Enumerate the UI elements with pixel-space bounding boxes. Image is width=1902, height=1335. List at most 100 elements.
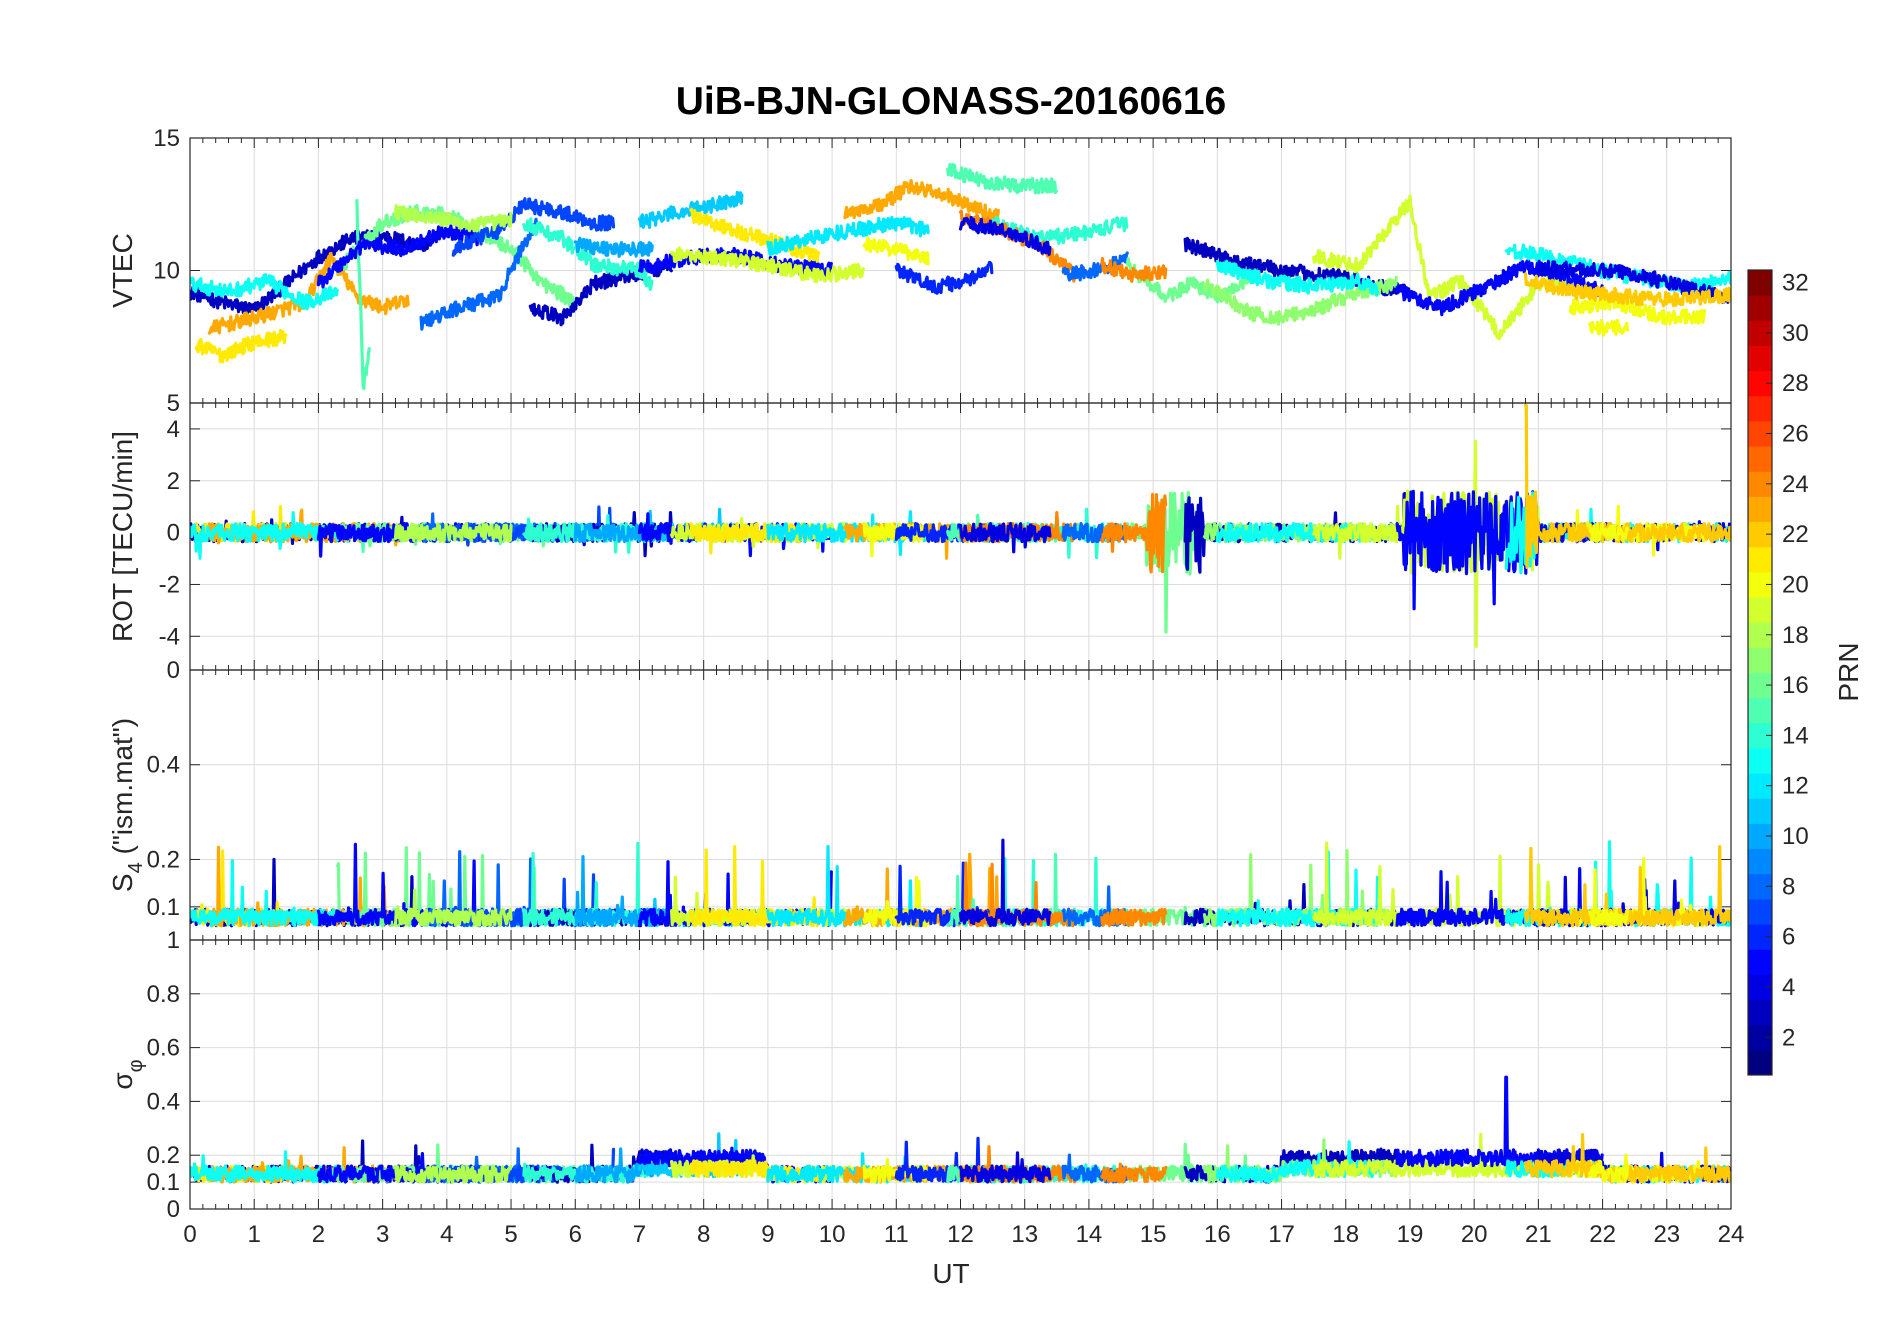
series-line-prn-15 [946,162,1058,195]
x-tick-label: 15 [1140,1221,1167,1248]
x-tick-label: 3 [376,1221,389,1248]
series-line-prn-12 [766,216,930,256]
series-line-prn-5 [1395,259,1604,317]
colorbar-segment [1748,597,1772,623]
colorbar-segment [1748,1049,1772,1076]
colorbar-tick-label: 2 [1782,1024,1795,1051]
series-group [190,162,1731,391]
y-tick-label: -2 [159,571,180,598]
y-tick-label: 4 [167,416,180,443]
colorbar-tick-label: 8 [1782,873,1795,900]
y-tick-label: 0 [167,520,180,547]
y-tick-label: 0.6 [147,1035,180,1062]
x-tick-label: 14 [1076,1221,1103,1248]
series-line-prn-21 [194,328,288,364]
colorbar-tick-label: 26 [1782,421,1809,448]
colorbar-segment [1748,949,1772,975]
x-tick-label: 11 [884,1221,909,1248]
series-line-prn-20 [862,875,930,928]
colorbar-tick-label: 20 [1782,571,1809,598]
y-axis-label-sub: 4 [125,862,147,873]
series-line-prn-24 [1100,492,1168,574]
x-tick-label: 19 [1397,1221,1424,1248]
x-tick-label: 24 [1718,1221,1745,1248]
colorbar-segment [1748,496,1772,523]
x-tick-label: 8 [697,1221,710,1248]
y-axis-label-rot: ROT [TECU/min] [107,431,138,642]
colorbar-segment [1748,345,1772,372]
series-line-prn-4 [958,1151,1052,1184]
colorbar-segment [1748,747,1772,774]
series-line-prn-14 [522,217,654,291]
panel-vtec: 5 10 15 VTEC [107,125,1732,417]
series-group [190,1075,1731,1184]
x-tick-label: 4 [440,1221,453,1248]
x-tick-label: 5 [504,1221,517,1248]
series-line-prn-19 [1312,194,1572,341]
colorbar-tick-label: 14 [1782,722,1809,749]
series-line-prn-13 [190,511,339,560]
y-tick-label: 0.8 [147,981,180,1008]
x-tick-label: 7 [633,1221,646,1248]
colorbar-segment [1748,697,1772,724]
colorbar-tick-label: 30 [1782,320,1809,347]
series-line-prn-20 [1588,318,1630,337]
y-tick-label: 10 [153,258,180,285]
series-line-prn-13 [190,859,339,928]
colorbar-segment [1748,295,1772,321]
x-tick-label: 16 [1204,1221,1231,1248]
series-line-prn-24 [1100,907,1168,928]
series-line-prn-13 [1215,259,1380,297]
x-tick-label: 18 [1332,1221,1359,1248]
series-line-prn-24 [1100,257,1168,283]
x-tick-label: 23 [1653,1221,1680,1248]
series-line-prn-21 [689,207,821,263]
colorbar-tick-label: 12 [1782,773,1809,800]
x-tick-label: 10 [819,1221,846,1248]
y-tick-label: 0.2 [147,846,180,873]
x-tick-label: 12 [947,1221,974,1248]
series-line-prn-20 [1568,295,1707,326]
series-line-prn-18 [393,522,513,543]
colorbar-tick-label: 24 [1782,471,1809,498]
series-line-prn-11 [637,190,744,229]
y-tick-label: 1 [167,927,180,954]
series-line-prn-10 [573,522,654,544]
series-line-prn-22 [1523,404,1731,569]
y-axis-label-main: σ [107,1072,138,1089]
x-tick-label: 6 [569,1221,582,1248]
series-line-prn-16 [1125,257,1251,304]
series-line-prn-20 [1588,1159,1630,1183]
colorbar-tick-label: 16 [1782,672,1809,699]
panel-frame [189,939,1732,1210]
colorbar-tick-label: 18 [1782,622,1809,649]
colorbar-segment [1748,395,1772,422]
y-tick-label: -4 [159,623,180,650]
series-line-prn-20 [1588,908,1630,927]
series-line-prn-7 [451,197,616,257]
y-tick-label: 0.2 [147,1142,180,1169]
colorbar-tick-label: 10 [1782,823,1809,850]
x-tick-label: 2 [312,1221,325,1248]
x-tick-label: 17 [1268,1221,1295,1248]
series-line-prn-17 [1202,275,1398,326]
y-tick-label: 0 [167,1196,180,1223]
series-line-prn-8 [419,217,539,331]
x-tick-label: 9 [761,1221,774,1248]
series-line-prn-20 [862,236,930,266]
y-tick-label: 2 [167,468,180,495]
y-tick-label: 0.4 [147,1088,180,1115]
colorbar-segment [1748,999,1772,1026]
y-axis-label-s4: S4 ("ism.mat") [107,718,147,892]
series-line-prn-24 [1100,1162,1168,1184]
series-line-prn-5 [316,224,481,289]
y-axis-label-main: S [107,873,138,892]
series-line-prn-18 [393,1164,513,1184]
colorbar-tick-label: 22 [1782,521,1809,548]
y-axis-label-sigphi: σφ [107,1059,147,1089]
colorbar-segment [1748,446,1772,472]
